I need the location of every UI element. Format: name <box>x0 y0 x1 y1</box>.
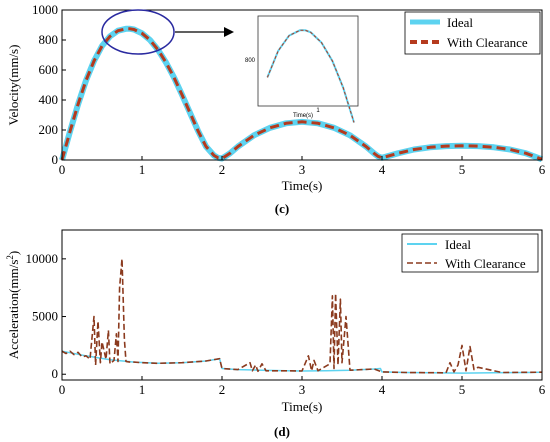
velocity-y-tick-label: 400 <box>39 92 59 107</box>
acceleration-legend: Ideal With Clearance <box>401 233 539 273</box>
zoom-arrow-head <box>224 27 234 37</box>
zoom-ellipse <box>101 9 175 55</box>
acceleration-x-ticks: 0 1 2 3 4 5 6 <box>59 376 546 397</box>
acc-ylabel-sup: 2 <box>5 255 15 260</box>
velocity-y-axis-label: Velocity(mm/s) <box>6 45 21 126</box>
acceleration-x-tick-label: 3 <box>299 382 306 397</box>
acceleration-legend-box <box>401 233 539 273</box>
acc-ylabel-end: ) <box>6 251 21 255</box>
velocity-y-tick-label: 0 <box>52 152 59 167</box>
panel-label-c: (c) <box>275 201 289 216</box>
acc-ylabel-main: Acceleration(mm/s <box>6 260 21 360</box>
inset-curve-group <box>266 29 355 123</box>
acceleration-x-tick-label: 4 <box>379 382 386 397</box>
velocity-y-tick-label: 200 <box>39 122 59 137</box>
acceleration-series-group <box>61 258 543 374</box>
acceleration-x-tick-label: 5 <box>459 382 466 397</box>
chart-velocity: 0 1 2 3 4 5 6 0 200 400 600 800 1000 Velocity(mm/s)… <box>6 2 546 216</box>
velocity-series-group <box>59 25 544 163</box>
velocity-y-tick-label: 1000 <box>32 2 58 17</box>
velocity-x-tick-label: 5 <box>459 162 466 177</box>
acceleration-x-tick-label: 2 <box>219 382 226 397</box>
legend-label-clearance-acc: With Clearance <box>445 256 526 271</box>
velocity-x-tick-label: 0 <box>59 162 66 177</box>
acceleration-y-ticks: 0 5000 10000 <box>26 251 66 381</box>
velocity-inset: 800 1 Time(s) <box>245 15 359 123</box>
velocity-x-tick-label: 1 <box>139 162 146 177</box>
velocity-x-tick-label: 4 <box>379 162 386 177</box>
velocity-y-tick-label: 600 <box>39 62 59 77</box>
inset-x-tick-label: 1 <box>316 108 320 114</box>
velocity-x-ticks: 0 1 2 3 4 5 6 <box>59 156 546 177</box>
legend-label-ideal: Ideal <box>447 15 473 30</box>
acceleration-x-tick-label: 1 <box>139 382 146 397</box>
acceleration-y-tick-label: 0 <box>52 366 59 381</box>
acceleration-y-tick-label: 5000 <box>32 309 58 324</box>
legend-label-clearance: With Clearance <box>447 35 528 50</box>
velocity-legend-box <box>404 11 541 55</box>
velocity-x-tick-label: 3 <box>299 162 306 177</box>
inset-y-tick-label: 800 <box>245 58 256 64</box>
panel-label-d: (d) <box>274 424 290 439</box>
acceleration-x-axis-label: Time(s) <box>282 399 323 414</box>
velocity-y-tick-label: 800 <box>39 32 59 47</box>
acceleration-x-tick-label: 0 <box>59 382 66 397</box>
velocity-x-tick-label: 6 <box>539 162 546 177</box>
inset-with-clearance-line <box>266 29 355 123</box>
acceleration-y-tick-label: 10000 <box>26 251 59 266</box>
velocity-y-ticks: 0 200 400 600 800 1000 <box>32 2 66 167</box>
acceleration-x-tick-label: 6 <box>539 382 546 397</box>
inset-x-axis-label: Time(s) <box>293 113 313 119</box>
acceleration-series-with-clearance-line <box>61 258 543 374</box>
velocity-legend: Ideal With Clearance <box>404 11 541 55</box>
velocity-x-axis-label: Time(s) <box>282 178 323 193</box>
acceleration-y-axis-label: Acceleration(mm/s2) <box>5 251 21 359</box>
velocity-x-tick-label: 2 <box>219 162 226 177</box>
legend-label-ideal-acc: Ideal <box>445 237 471 252</box>
velocity-series-with-clearance-line <box>60 27 543 161</box>
